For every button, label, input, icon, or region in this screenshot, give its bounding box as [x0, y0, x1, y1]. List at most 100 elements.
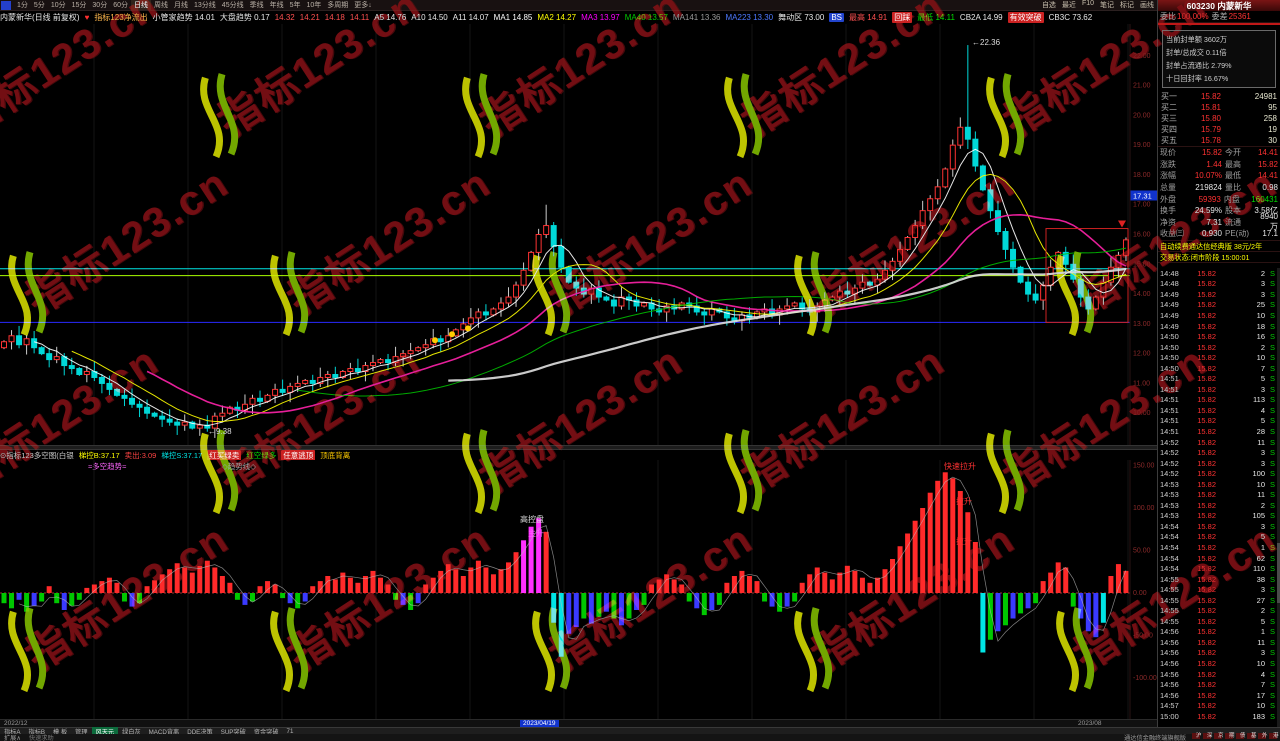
period-周线[interactable]: 周线 — [154, 2, 168, 9]
book-price: 15.78 — [1200, 136, 1221, 145]
detail-value: 8940万 — [1260, 212, 1278, 232]
menu-F10[interactable]: F10 — [1081, 0, 1094, 7]
tick-time: 14:52 — [1160, 448, 1179, 458]
tick-side: S — [1269, 564, 1275, 574]
tick-price: 15.82 — [1197, 637, 1216, 647]
tick-price: 15.82 — [1197, 342, 1216, 352]
tick-side: S — [1269, 532, 1275, 542]
period-年线[interactable]: 年线 — [269, 2, 284, 9]
tick-side: S — [1269, 606, 1275, 616]
tick-price: 15.82 — [1197, 437, 1216, 447]
tick-time: 14:54 — [1160, 521, 1179, 531]
tick-time: 14:53 — [1160, 479, 1179, 489]
info-segment-25: CB3C 73.62 — [1048, 13, 1093, 22]
tick-scrollbar[interactable] — [1277, 268, 1280, 727]
detail-value: 1.44 — [1206, 159, 1222, 169]
tick-price: 15.82 — [1197, 659, 1216, 668]
histogram-panel[interactable]: 150.00 100.00 50.00 0.00 -50.00 -100.00 快速拉升 拉升… — [0, 460, 1157, 719]
period-30分[interactable]: 30分 — [92, 2, 108, 9]
weibi-ratio-bar — [1158, 23, 1280, 25]
tick-volume: 18 — [1256, 321, 1265, 331]
tick-price: 15.82 — [1197, 669, 1216, 679]
detail-row-总量: 总量 219824 量比 0.98 — [1158, 182, 1280, 194]
menu-标记[interactable]: 标记 — [1120, 2, 1134, 9]
period-45分线[interactable]: 45分线 — [221, 2, 244, 9]
period-日线[interactable]: 日线 — [131, 0, 151, 10]
detail-row-涨幅: 涨幅 10.07% 最低 14.41 — [1158, 170, 1280, 182]
main-candle-chart[interactable]: 22.00 21.00 20.00 19.00 18.00 17.00 16.00 15.00… — [0, 24, 1157, 445]
scroll-thumb[interactable] — [1277, 543, 1280, 604]
app-menu-icon[interactable] — [1, 0, 11, 10]
info-segment-18: 舞动区 73.00 — [778, 13, 825, 22]
book-row-买三[interactable]: 买三 15.80 258 — [1158, 113, 1280, 124]
period-13分线[interactable]: 13分线 — [194, 2, 216, 9]
tick-side: S — [1269, 637, 1275, 647]
indicator-tab-DDE决策[interactable]: DDE决策 — [187, 728, 213, 736]
svg-text:50.00: 50.00 — [1133, 548, 1151, 555]
menu-画线[interactable]: 画线 — [1140, 2, 1154, 9]
info-segment-7: 14.18 — [324, 13, 345, 22]
indicator-tab-资金突破[interactable]: 资金突破 — [253, 728, 279, 736]
weicha-label: 委差 — [1211, 12, 1228, 21]
tick-time: 14:51 — [1160, 374, 1179, 384]
tick-side: S — [1269, 616, 1275, 626]
ad-marquee[interactable]: 自动续费通达信经典版 38元/2年 — [1158, 241, 1280, 252]
detail-value: 0.930 — [1201, 229, 1222, 239]
indicator-tab-SUP突破[interactable]: SUP突破 — [220, 728, 246, 736]
period-60分[interactable]: 60分 — [113, 2, 128, 9]
tick-time: 14:54 — [1160, 532, 1179, 542]
stock-title[interactable]: 603230 内蒙新华 — [1158, 0, 1280, 11]
period-更多↓[interactable]: 更多↓ — [354, 2, 372, 9]
sub-row2-label-1: ◇趋势线◇ — [222, 462, 257, 471]
expand-button[interactable]: 扩展∧ — [4, 735, 21, 741]
indicator-tab-绿白灰[interactable]: 绿白灰 — [122, 728, 141, 736]
tick-volume: 1 — [1260, 627, 1265, 637]
indicator-tab-71[interactable]: 71 — [286, 727, 294, 735]
tick-price: 15.82 — [1197, 310, 1216, 320]
tick-row: 14:56 15.82 1 S — [1158, 627, 1277, 638]
tab-指标A[interactable]: 指标A — [4, 728, 21, 736]
tab-管理[interactable]: 管理 — [75, 728, 88, 736]
book-row-买一[interactable]: 买一 15.82 24981 — [1158, 91, 1280, 102]
period-1分[interactable]: 1分 — [17, 2, 28, 9]
tick-volume: 10 — [1256, 353, 1265, 363]
book-row-买二[interactable]: 买二 15.81 95 — [1158, 102, 1280, 113]
period-15分[interactable]: 15分 — [71, 2, 87, 9]
market-chip-期: 期 — [1225, 733, 1235, 739]
sub-seg-1: 梯控B:37.17 — [78, 450, 120, 460]
period-5年[interactable]: 5年 — [289, 2, 301, 9]
panel-splitter[interactable] — [0, 445, 1157, 450]
time-axis-end: 2023/08 — [1078, 720, 1102, 727]
help-link[interactable]: 快速求助 — [28, 735, 54, 741]
tick-list[interactable]: 14:48 15.82 2 S 14:48 15.82 3 S 14:49 15.82 3 S 14:4… — [1158, 268, 1277, 727]
quote-panel: 603230 内蒙新华 委比 100.00% 委差 25361 当前封单额 36… — [1157, 0, 1280, 727]
tab-指标B[interactable]: 指标B — [28, 728, 46, 736]
info-segment-4: 大盘趋势 0.17 — [219, 13, 270, 22]
tooltip-line-3: 十日回封率 16.67% — [1166, 74, 1229, 83]
tick-price: 15.82 — [1197, 690, 1216, 700]
book-row-买四[interactable]: 买四 15.79 19 — [1158, 124, 1280, 135]
period-月线[interactable]: 月线 — [174, 2, 188, 9]
tick-row: 14:53 15.82 10 S — [1158, 479, 1277, 490]
menu-自选[interactable]: 自选 — [1041, 2, 1056, 9]
tab-模 板[interactable]: 模 板 — [53, 728, 68, 736]
period-季线[interactable]: 季线 — [249, 2, 264, 9]
period-5分[interactable]: 5分 — [33, 2, 45, 9]
tick-row: 14:52 15.82 3 S — [1158, 458, 1277, 469]
tick-row: 14:54 15.82 62 S — [1158, 553, 1277, 564]
time-axis-selected-date[interactable]: 2023/04/19 — [520, 720, 559, 728]
period-10分[interactable]: 10分 — [50, 2, 66, 9]
period-10年[interactable]: 10年 — [306, 2, 322, 9]
menu-笔记[interactable]: 笔记 — [1100, 2, 1114, 9]
menu-最近[interactable]: 最近 — [1061, 2, 1076, 9]
tick-volume: 113 — [1253, 395, 1265, 405]
book-volume: 258 — [1263, 114, 1277, 123]
tick-price: 15.82 — [1197, 616, 1216, 626]
indicator-tab-MACD背离[interactable]: MACD背离 — [148, 728, 180, 736]
active-indicator-tab[interactable]: 风天元 — [91, 726, 119, 736]
period-多周期[interactable]: 多周期 — [327, 2, 349, 9]
svg-text:10.00: 10.00 — [1133, 410, 1151, 417]
book-row-买五[interactable]: 买五 15.78 30 — [1158, 135, 1280, 146]
market-chip-外: 外 — [1258, 733, 1268, 739]
tick-volume: 11 — [1257, 490, 1265, 500]
